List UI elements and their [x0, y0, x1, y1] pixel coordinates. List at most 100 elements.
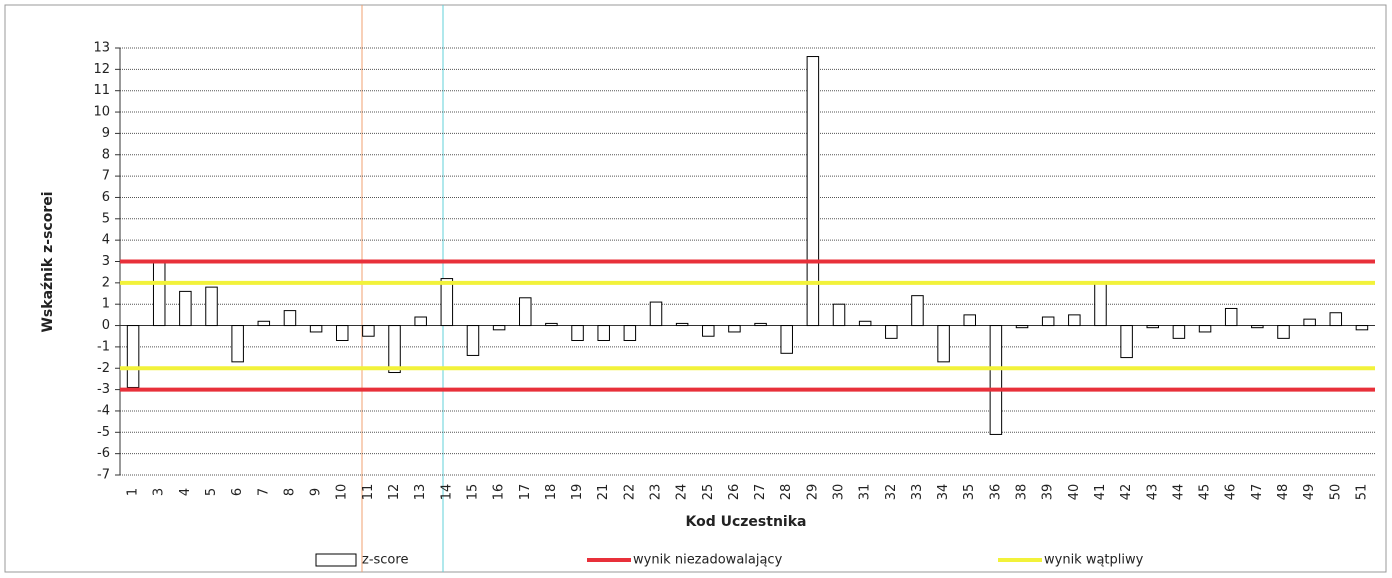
bar — [126, 325, 140, 388]
bar — [1251, 325, 1264, 329]
bar — [414, 316, 427, 327]
x-tick-label: 36 — [988, 484, 1003, 501]
bar — [806, 56, 820, 327]
bar — [1094, 282, 1107, 327]
x-tick-label: 25 — [701, 484, 716, 501]
y-tick-label: 11 — [93, 83, 110, 98]
y-tick-label: 6 — [102, 190, 110, 205]
x-tick-label: 8 — [282, 488, 297, 496]
y-tick-label: 12 — [93, 62, 110, 77]
x-tick-label: 21 — [596, 484, 611, 501]
bar — [1146, 325, 1160, 329]
bar — [205, 286, 218, 327]
x-tick-label: 19 — [570, 484, 585, 501]
x-tick-label: 6 — [230, 488, 245, 496]
bar — [1355, 325, 1369, 331]
bar — [309, 325, 323, 333]
x-tick-label: 7 — [256, 488, 271, 496]
x-tick-label: 4 — [178, 488, 193, 496]
bar — [1041, 316, 1055, 327]
x-tick-label: 5 — [204, 488, 219, 496]
x-tick-label: 49 — [1302, 484, 1317, 501]
y-tick-label: -1 — [97, 339, 110, 354]
x-tick-label: 10 — [335, 484, 350, 501]
x-tick-label: 17 — [518, 484, 533, 501]
x-tick-label: 16 — [492, 484, 507, 501]
bar — [152, 261, 166, 327]
x-tick-label: 30 — [832, 484, 847, 501]
y-tick-label: -2 — [97, 361, 110, 376]
bar — [885, 325, 898, 339]
bar — [283, 310, 297, 327]
legend-swatch — [315, 553, 357, 567]
bar — [989, 325, 1003, 435]
y-tick-label: -5 — [97, 425, 110, 440]
x-tick-label: 42 — [1119, 484, 1134, 501]
x-tick-label: 33 — [910, 484, 925, 501]
y-tick-label: -7 — [97, 468, 110, 483]
x-tick-label: 38 — [1015, 484, 1030, 501]
y-tick-label: 0 — [102, 318, 110, 333]
x-tick-label: 14 — [439, 484, 454, 501]
bar — [754, 322, 767, 327]
x-tick-label: 46 — [1224, 484, 1239, 501]
bar — [675, 322, 689, 327]
bar — [257, 320, 271, 327]
x-tick-label: 22 — [622, 484, 637, 501]
x-tick-label: 48 — [1276, 484, 1291, 501]
x-tick-label: 39 — [1041, 484, 1056, 501]
y-tick-label: 9 — [102, 126, 110, 141]
bar — [649, 301, 663, 327]
x-tick-label: 29 — [805, 484, 820, 501]
bar — [440, 278, 454, 327]
bar — [858, 320, 872, 327]
x-tick-label: 34 — [936, 484, 951, 501]
x-tick-label: 12 — [387, 484, 402, 501]
bar — [571, 325, 584, 341]
y-tick-label: 4 — [102, 233, 110, 248]
bar — [911, 295, 924, 327]
x-tick-label: 13 — [413, 484, 428, 501]
bar — [1224, 307, 1238, 327]
x-tick-label: 1 — [126, 488, 141, 496]
bar — [728, 325, 741, 333]
bar — [519, 297, 532, 327]
bar — [963, 314, 976, 327]
y-tick-label: 5 — [102, 211, 110, 226]
bar — [937, 325, 950, 363]
y-tick-label: 1 — [102, 297, 110, 312]
bar — [466, 325, 480, 356]
bar — [1198, 325, 1212, 333]
bar — [1068, 314, 1081, 327]
x-axis-label: Kod Uczestnika — [686, 514, 807, 530]
x-tick-label: 15 — [465, 484, 480, 501]
x-tick-label: 11 — [361, 484, 376, 501]
x-tick-label: 27 — [753, 484, 768, 501]
y-tick-label: -4 — [97, 403, 110, 418]
bar — [179, 290, 192, 327]
x-tick-label: 50 — [1328, 484, 1343, 501]
bar — [362, 325, 375, 337]
bar — [832, 303, 846, 327]
x-tick-label: 43 — [1145, 484, 1160, 501]
x-tick-label: 18 — [544, 484, 559, 501]
y-tick-label: -6 — [97, 446, 110, 461]
bar — [388, 325, 401, 374]
x-tick-label: 45 — [1198, 484, 1213, 501]
bar — [1172, 325, 1186, 339]
x-tick-label: 9 — [309, 488, 324, 496]
bar — [623, 325, 637, 341]
chart-border — [4, 4, 1387, 573]
x-tick-label: 51 — [1354, 484, 1369, 501]
bar — [702, 325, 715, 337]
y-tick-label: -3 — [97, 382, 110, 397]
x-tick-label: 44 — [1171, 484, 1186, 501]
x-tick-label: 47 — [1250, 484, 1265, 501]
x-tick-label: 28 — [779, 484, 794, 501]
y-tick-label: 10 — [93, 105, 110, 120]
bar — [231, 325, 244, 363]
bar — [597, 325, 610, 341]
y-tick-label: 3 — [102, 254, 110, 269]
y-axis-label: Wskaźnik z-scorei — [40, 191, 56, 332]
